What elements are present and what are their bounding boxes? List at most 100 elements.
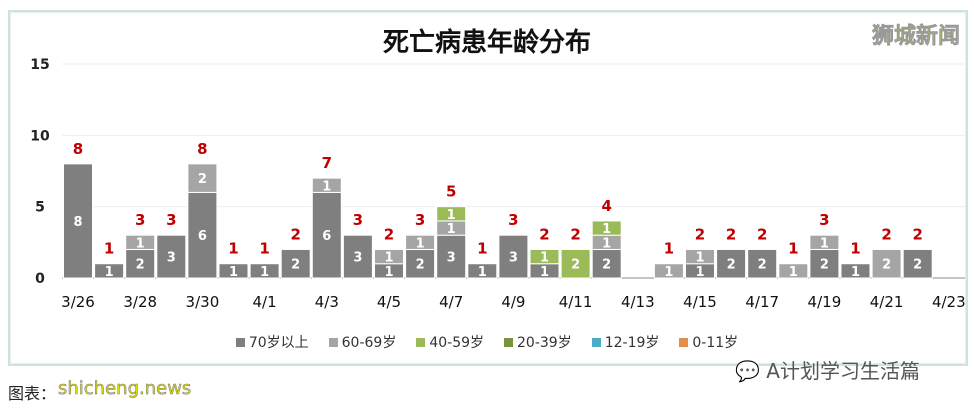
x-tick-label: 4/7 (439, 293, 463, 311)
bar-segment (342, 234, 373, 279)
bar-segment (436, 234, 467, 279)
total-label: 2 (726, 225, 736, 243)
total-label: 4 (601, 197, 611, 215)
segment-label: 6 (322, 229, 331, 244)
bar-segment (311, 191, 342, 279)
total-label: 8 (73, 140, 83, 158)
segment-label: 3 (167, 251, 176, 266)
total-label: 1 (850, 240, 860, 258)
x-tick-label: 4/21 (870, 293, 904, 311)
segment-label: 1 (602, 236, 611, 251)
total-label: 2 (570, 225, 580, 243)
segment-label: 1 (820, 236, 829, 251)
legend-swatch (679, 338, 689, 347)
total-label: 2 (757, 225, 767, 243)
segment-label: 8 (73, 215, 82, 230)
x-tick-label: 3/26 (61, 293, 95, 311)
segment-label: 1 (105, 265, 114, 280)
total-label: 7 (322, 154, 332, 172)
brand-watermark: 狮城新闻 (871, 24, 961, 50)
legend-item: 60-69岁 (328, 332, 397, 352)
segment-label: 1 (322, 179, 331, 194)
segment-label: 2 (758, 258, 767, 273)
bar-segment (467, 263, 498, 279)
site-watermark: shicheng.news (58, 378, 192, 400)
legend-swatch (416, 338, 426, 347)
bar-segment (374, 248, 404, 265)
x-tick-label: 3/28 (123, 293, 157, 311)
bar-segment (498, 234, 529, 279)
bar-segment (94, 263, 125, 279)
bar-segment (311, 177, 342, 193)
legend-item: 20-39岁 (504, 332, 572, 352)
segment-label: 2 (602, 258, 611, 273)
segment-label: 1 (695, 265, 704, 280)
total-label: 2 (881, 225, 891, 243)
total-label: 2 (695, 225, 705, 243)
segment-label: 2 (882, 258, 891, 273)
segment-label: 1 (447, 222, 456, 237)
bar-segment (840, 263, 871, 279)
x-tick-label: 4/5 (377, 293, 401, 311)
legend-swatch (328, 338, 338, 347)
segment-label: 1 (447, 208, 456, 223)
total-label: 1 (104, 240, 114, 258)
bar-segment (653, 263, 684, 279)
total-label: 2 (539, 225, 549, 243)
chart-frame (8, 10, 968, 366)
segment-label: 1 (229, 265, 238, 280)
total-label: 2 (290, 225, 300, 243)
legend-item: 40-59岁 (416, 332, 484, 352)
bar-segment (591, 220, 622, 236)
segment-label: 2 (416, 258, 425, 273)
chart-title: 死亡病患年龄分布 (382, 28, 591, 58)
total-label: 3 (508, 211, 518, 229)
segment-label: 2 (291, 258, 300, 273)
bar-segment (529, 248, 560, 265)
segment-label: 1 (136, 236, 145, 251)
legend-label: 20-39岁 (517, 335, 572, 351)
bar-segment (125, 234, 156, 250)
legend: 70岁以上 60-69岁 40-59岁 20-39岁 12-19岁 0-11岁 (0, 332, 974, 352)
y-tick-label: 0 (35, 271, 45, 287)
segment-label: 3 (447, 251, 456, 266)
total-label: 2 (384, 225, 394, 243)
segment-label: 1 (695, 251, 704, 266)
segment-label: 2 (198, 172, 207, 187)
x-tick-label: 4/3 (315, 293, 339, 311)
x-tick-label: 4/1 (253, 293, 277, 311)
total-label: 1 (664, 240, 674, 258)
bar-segment (63, 163, 93, 279)
legend-label: 70岁以上 (248, 335, 309, 351)
total-label: 3 (166, 211, 176, 229)
bar-segment (902, 248, 933, 279)
x-tick-label: 4/17 (745, 293, 779, 311)
segment-label: 2 (136, 258, 145, 273)
bar-segment (560, 248, 591, 279)
total-label: 3 (819, 211, 829, 229)
bar-segment (218, 263, 249, 279)
total-label: 8 (197, 140, 207, 158)
segment-label: 1 (664, 265, 673, 280)
legend-label: 40-59岁 (429, 335, 485, 351)
segment-label: 2 (727, 258, 736, 273)
legend-swatch (504, 338, 514, 347)
segment-label: 1 (384, 251, 393, 266)
x-tick-label: 4/9 (501, 293, 525, 311)
segment-label: 6 (198, 229, 207, 244)
segment-label: 2 (820, 258, 829, 273)
segment-label: 1 (540, 251, 549, 266)
segment-label: 1 (384, 265, 393, 280)
account-watermark: 💬 A计划学习生活篇 (735, 359, 920, 383)
total-label: 1 (788, 240, 798, 258)
legend-item: 0-11岁 (679, 332, 738, 352)
total-label: 3 (353, 211, 363, 229)
bar-segment (747, 248, 778, 279)
total-label: 5 (446, 183, 456, 201)
segment-label: 3 (353, 251, 362, 266)
segment-label: 1 (851, 265, 860, 280)
bar-segment (716, 248, 747, 279)
legend-item: 12-19岁 (591, 332, 659, 352)
legend-label: 60-69岁 (341, 335, 397, 351)
bar-segment (249, 263, 280, 279)
